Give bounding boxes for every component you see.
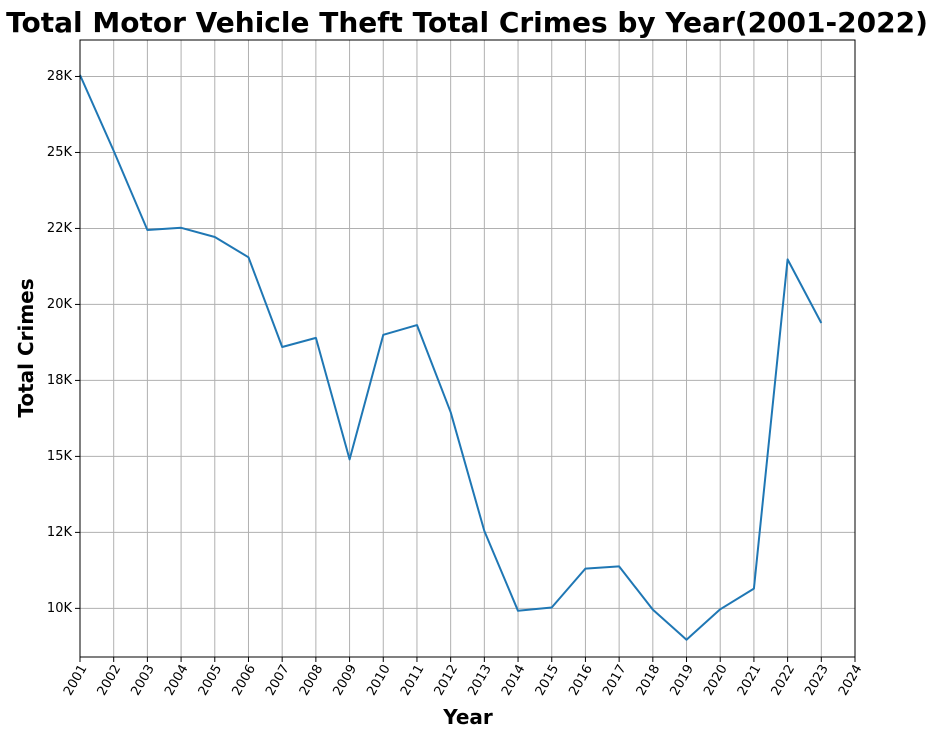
x-tick-label: 2016	[566, 662, 596, 698]
x-tick-label: 2013	[465, 662, 495, 698]
grid-lines	[79, 40, 856, 657]
x-tick-label: 2022	[769, 662, 799, 698]
series-line	[79, 74, 823, 641]
series-layer	[79, 74, 823, 641]
x-tick-label: 2017	[600, 662, 630, 698]
x-tick-label: 2024	[836, 662, 866, 698]
x-tick-label: 2010	[364, 662, 394, 698]
chart-title: Total Motor Vehicle Theft Total Crimes b…	[6, 6, 928, 39]
x-tick-label: 2002	[95, 662, 125, 698]
x-tick-label: 2003	[128, 662, 158, 698]
x-tick-label: 2005	[196, 662, 226, 698]
x-axis-ticks: 2001 2002 2003 2004 2005 2006 2007 2008 2009 2010…	[61, 657, 866, 698]
y-tick-label: 18K	[47, 373, 73, 388]
x-tick-label: 2020	[701, 662, 731, 698]
x-tick-label: 2018	[634, 662, 664, 698]
x-tick-label: 2014	[499, 662, 529, 698]
y-tick-label: 28K	[47, 69, 73, 84]
x-tick-label: 2009	[331, 662, 361, 698]
y-tick-label: 12K	[47, 525, 73, 540]
x-tick-label: 2008	[297, 662, 327, 698]
x-tick-label: 2021	[735, 662, 765, 698]
y-axis-label: Total Crimes	[14, 278, 38, 417]
y-tick-label: 25K	[47, 145, 73, 160]
x-tick-label: 2011	[398, 662, 428, 698]
y-tick-label: 20K	[47, 297, 73, 312]
x-tick-label: 2004	[162, 662, 192, 698]
x-tick-label: 2006	[229, 662, 259, 698]
x-tick-label: 2007	[263, 662, 293, 698]
y-axis-ticks: 10K 12K 15K 18K 20K 22K 25K 28K	[47, 69, 80, 616]
y-tick-label: 10K	[47, 601, 73, 616]
x-axis-label: Year	[442, 705, 493, 729]
x-tick-label: 2001	[61, 662, 91, 698]
y-tick-label: 15K	[47, 449, 73, 464]
y-tick-label: 22K	[47, 221, 73, 236]
plot-frame	[79, 39, 856, 658]
x-tick-label: 2019	[667, 662, 697, 698]
x-tick-label: 2023	[802, 662, 832, 698]
x-tick-label: 2015	[533, 662, 563, 698]
x-tick-label: 2012	[432, 662, 462, 698]
